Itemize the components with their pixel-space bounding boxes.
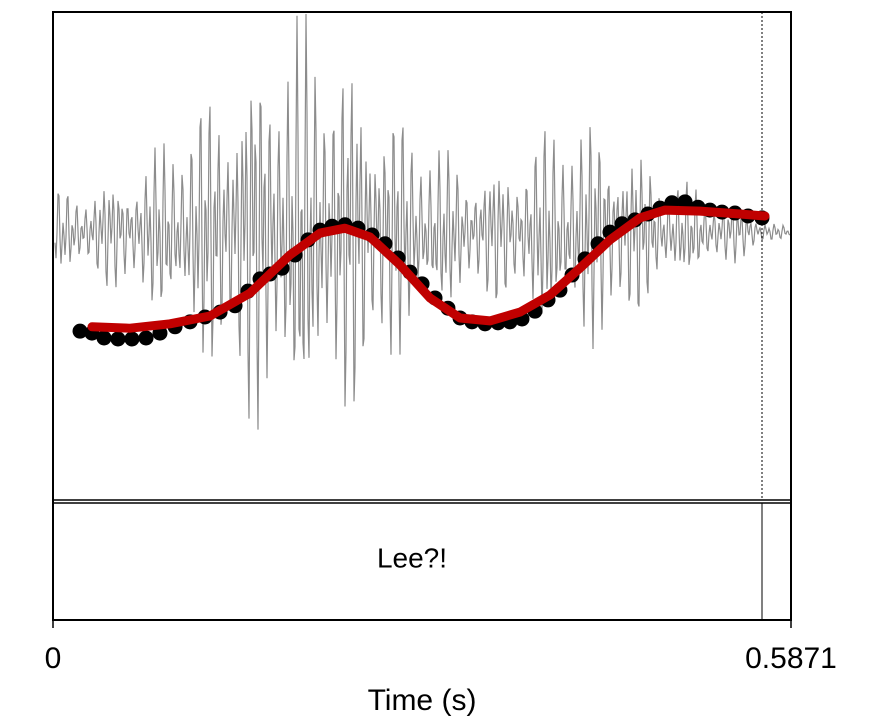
tier-label: Lee?! <box>377 542 447 573</box>
x-axis-label: Time (s) <box>368 684 477 717</box>
pitch-curve <box>87 205 770 333</box>
x-tick-label: 0.5871 <box>745 642 837 675</box>
plot-frame <box>52 11 792 621</box>
pitch-point <box>138 330 154 346</box>
x-tick-label: 0 <box>45 642 62 675</box>
waveform-path <box>54 13 791 430</box>
pitch-point <box>677 194 693 210</box>
pitch-point <box>124 331 140 347</box>
pitch-point <box>110 331 126 347</box>
pitch-point <box>72 323 88 339</box>
waveform <box>54 13 791 430</box>
pitch-point <box>96 330 112 346</box>
